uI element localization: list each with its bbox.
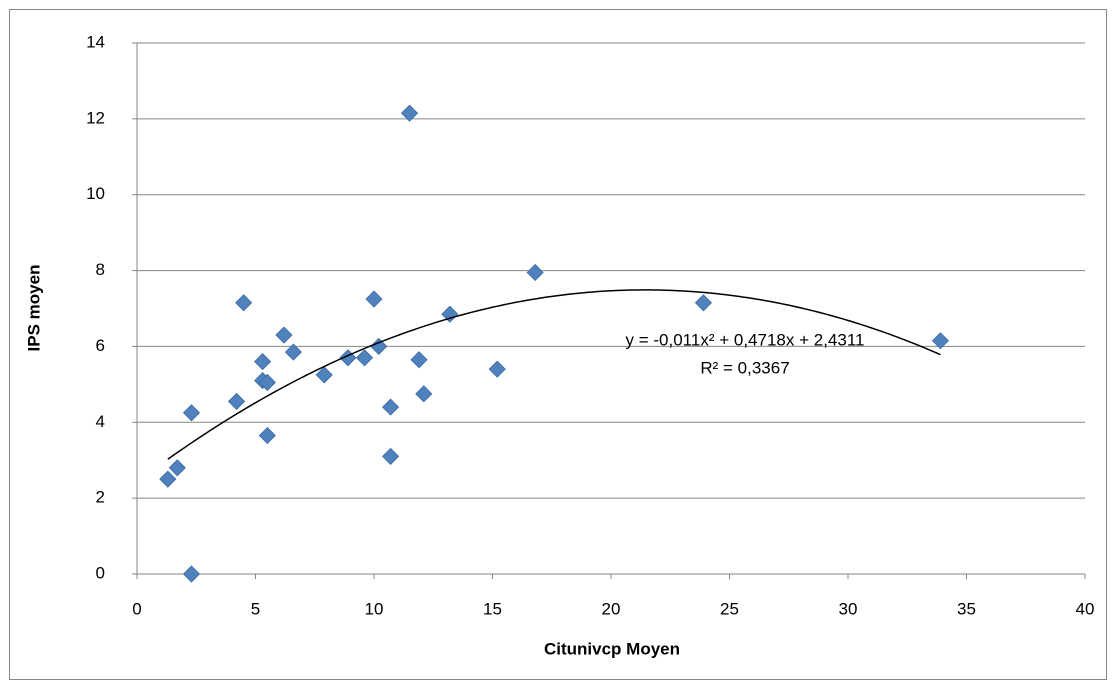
point bbox=[339, 349, 357, 367]
x-tick-label: 40 bbox=[1076, 599, 1095, 618]
y-tick-label: 14 bbox=[86, 32, 105, 51]
point bbox=[235, 294, 253, 312]
x-tick-label: 10 bbox=[365, 599, 384, 618]
y-tick-label: 6 bbox=[96, 336, 105, 355]
x-tick-label: 30 bbox=[839, 599, 858, 618]
y-tick-label: 8 bbox=[96, 260, 105, 279]
point bbox=[694, 294, 712, 312]
point bbox=[415, 385, 433, 403]
point bbox=[182, 404, 201, 422]
y-tick-label: 10 bbox=[86, 184, 105, 203]
point bbox=[410, 351, 428, 369]
x-tick-label: 35 bbox=[957, 599, 976, 618]
point bbox=[382, 447, 400, 465]
point bbox=[275, 326, 293, 344]
point bbox=[931, 332, 949, 350]
trendline-r2: R² = 0,3367 bbox=[700, 358, 789, 377]
y-tick-label: 12 bbox=[86, 108, 105, 127]
point bbox=[370, 337, 388, 355]
x-axis-title: Citunivcp Moyen bbox=[544, 639, 680, 658]
x-tick-label: 20 bbox=[602, 599, 621, 618]
x-tick-label: 25 bbox=[720, 599, 739, 618]
point bbox=[227, 392, 246, 410]
point bbox=[182, 565, 201, 583]
x-tick-label: 0 bbox=[132, 599, 141, 618]
trendline-equation: y = -0,011x² + 0,4718x + 2,4311 bbox=[626, 330, 865, 349]
point bbox=[441, 305, 459, 323]
point bbox=[315, 366, 333, 384]
point bbox=[159, 470, 177, 488]
point bbox=[168, 459, 186, 477]
point bbox=[258, 426, 276, 445]
trendline bbox=[167, 289, 941, 460]
y-axis-title: IPS moyen bbox=[24, 265, 43, 352]
x-tick-label: 5 bbox=[251, 599, 260, 618]
x-tick-label: 15 bbox=[483, 599, 502, 618]
point bbox=[258, 373, 276, 392]
point bbox=[526, 263, 544, 282]
point bbox=[254, 353, 272, 371]
point bbox=[488, 360, 506, 378]
point bbox=[284, 343, 302, 361]
point bbox=[365, 290, 383, 308]
point bbox=[382, 398, 400, 416]
y-tick-label: 0 bbox=[96, 563, 105, 582]
y-tick-label: 2 bbox=[96, 488, 105, 507]
point bbox=[355, 349, 374, 367]
y-tick-label: 4 bbox=[96, 412, 105, 431]
point bbox=[400, 104, 419, 122]
